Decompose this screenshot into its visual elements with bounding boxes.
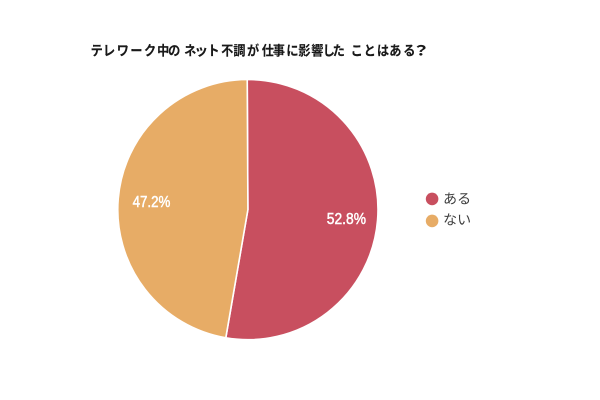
svg-text:47.2%: 47.2%	[133, 194, 171, 211]
svg-text:52.8%: 52.8%	[327, 211, 366, 228]
